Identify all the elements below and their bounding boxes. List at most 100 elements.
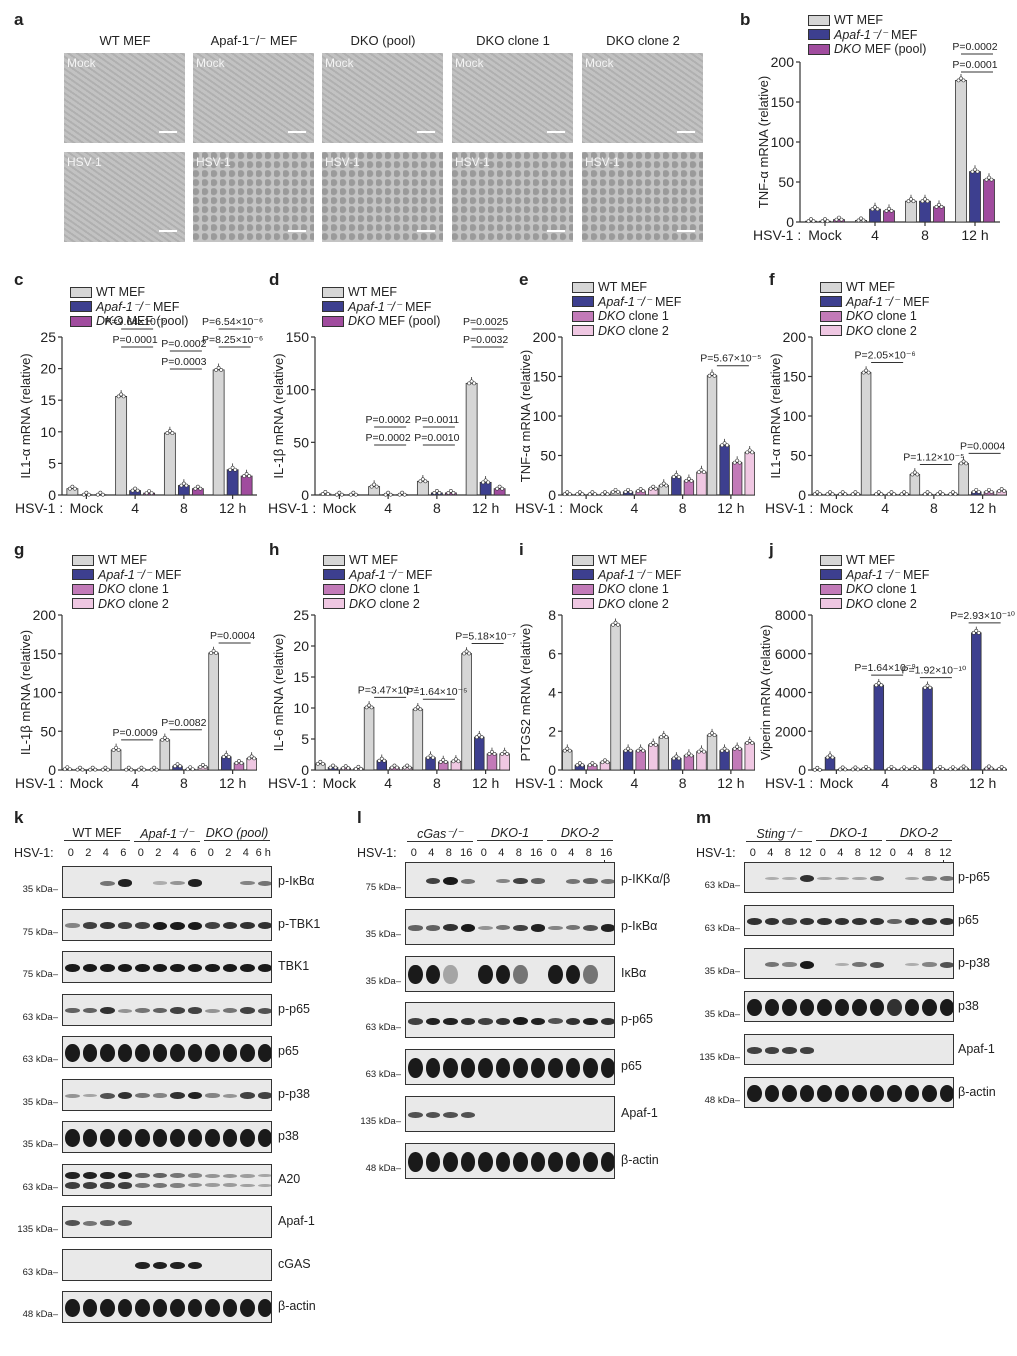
blot-group-header: DKO-2 bbox=[886, 826, 952, 841]
svg-text:12 h: 12 h bbox=[472, 500, 499, 516]
legend-swatch bbox=[72, 598, 94, 610]
legend-swatch bbox=[322, 315, 344, 327]
blot-band bbox=[495, 1151, 510, 1172]
blot-band bbox=[257, 1129, 271, 1147]
blot-band bbox=[117, 879, 132, 887]
blot-band bbox=[583, 1151, 598, 1172]
legend-label: Apaf-1⁻/⁻ MEF bbox=[846, 567, 930, 582]
svg-text:8: 8 bbox=[433, 500, 441, 516]
blot-band bbox=[530, 1151, 545, 1172]
blot-band bbox=[834, 998, 849, 1017]
blot-band bbox=[852, 962, 867, 967]
legend-label: Apaf-1⁻/⁻ MEF bbox=[349, 567, 433, 582]
chart-legend: WT MEF Apaf-1⁻/⁻ MEF DKO clone 1 DKO clone … bbox=[323, 553, 432, 611]
blot-band bbox=[222, 1183, 237, 1188]
svg-text:8: 8 bbox=[930, 775, 938, 791]
blot-band bbox=[425, 1151, 440, 1172]
blot-strip bbox=[62, 1078, 272, 1111]
blot-band bbox=[799, 875, 814, 882]
timepoint-label: 0 bbox=[410, 847, 417, 859]
blot-band bbox=[530, 924, 545, 932]
legend-label: DKO clone 1 bbox=[598, 582, 669, 596]
blot-band bbox=[495, 878, 510, 884]
blot-band bbox=[530, 1058, 545, 1079]
svg-text:12 h: 12 h bbox=[472, 775, 499, 791]
blot-band bbox=[65, 1129, 80, 1147]
panel-letter-b: b bbox=[740, 10, 751, 29]
legend-label: DKO clone 2 bbox=[598, 596, 669, 611]
blot-band bbox=[852, 998, 867, 1017]
blot-band bbox=[565, 925, 580, 931]
molecular-weight-marker: 35 kDa– bbox=[22, 1096, 58, 1108]
legend-swatch bbox=[572, 325, 594, 337]
svg-text:50: 50 bbox=[293, 434, 309, 450]
legend-label: WT MEF bbox=[846, 553, 896, 567]
blot-band bbox=[530, 878, 545, 884]
blot-protein-label: Apaf-1 bbox=[958, 1041, 995, 1056]
legend-label: DKO clone 1 bbox=[349, 582, 420, 596]
blot-band bbox=[478, 925, 493, 930]
legend-label: DKO clone 2 bbox=[98, 596, 169, 611]
blot-protein-label: p-TBK1 bbox=[278, 916, 321, 931]
svg-text:0: 0 bbox=[301, 487, 309, 503]
blot-group-header: Sting⁻/⁻ bbox=[746, 826, 812, 842]
legend-item-wt: WT MEF bbox=[820, 280, 929, 295]
svg-text:HSV-1 :: HSV-1 : bbox=[15, 500, 63, 516]
panel-letter-c: c bbox=[14, 270, 24, 289]
timepoint-label: 8 bbox=[445, 847, 452, 859]
hsv-label: HSV-1: bbox=[357, 846, 397, 860]
svg-text:IL-6 mRNA (relative): IL-6 mRNA (relative) bbox=[271, 634, 286, 752]
blot-band bbox=[408, 1151, 423, 1172]
legend-swatch bbox=[572, 310, 594, 322]
svg-text:50: 50 bbox=[40, 723, 56, 739]
svg-text:4: 4 bbox=[871, 227, 879, 243]
legend-item-dko_c1: DKO clone 1 bbox=[572, 582, 681, 597]
blot-band bbox=[82, 922, 97, 929]
blot-band bbox=[257, 1092, 271, 1099]
svg-text:IL-1β mRNA (relative): IL-1β mRNA (relative) bbox=[18, 630, 33, 755]
svg-text:0: 0 bbox=[548, 762, 556, 778]
blot-band bbox=[408, 1058, 423, 1079]
legend-label: Apaf-1⁻/⁻ MEF bbox=[348, 299, 432, 314]
blot-strip bbox=[62, 993, 272, 1026]
svg-text:P=0.0082: P=0.0082 bbox=[161, 717, 206, 729]
panel-letter-k: k bbox=[14, 808, 24, 827]
blot-band bbox=[117, 1182, 132, 1189]
blot-band bbox=[257, 880, 271, 886]
blot-band bbox=[782, 962, 797, 967]
timepoint-label: 2 bbox=[155, 847, 162, 859]
timepoint-label: 8 bbox=[924, 847, 931, 859]
svg-text:50: 50 bbox=[790, 448, 806, 464]
blot-band bbox=[152, 1182, 167, 1188]
svg-text:15: 15 bbox=[293, 669, 309, 685]
svg-text:8: 8 bbox=[433, 775, 441, 791]
blot-band bbox=[82, 1171, 97, 1180]
svg-text:0: 0 bbox=[798, 487, 806, 503]
legend-label: Apaf-1⁻/⁻ MEF bbox=[846, 294, 930, 309]
blot-band bbox=[817, 876, 832, 881]
blot-band bbox=[565, 1058, 580, 1079]
blot-band bbox=[205, 964, 220, 972]
svg-text:P=0.0001: P=0.0001 bbox=[112, 334, 157, 346]
chart-legend: WT MEF Apaf-1⁻/⁻ MEF DKO clone 1 DKO clone … bbox=[820, 553, 929, 611]
blot-protein-label: p-IKKα/β bbox=[621, 872, 671, 886]
svg-text:P=5.18×10⁻⁷: P=5.18×10⁻⁷ bbox=[455, 630, 516, 642]
micrograph-column-title: DKO clone 1 bbox=[476, 33, 550, 48]
blot-strip bbox=[62, 1121, 272, 1153]
blot-protein-label: p-IκBα bbox=[278, 874, 315, 888]
blot-band bbox=[187, 1044, 202, 1062]
blot-band bbox=[600, 878, 614, 884]
svg-text:HSV-1 :: HSV-1 : bbox=[268, 775, 316, 791]
blot-protein-label: β-actin bbox=[958, 1084, 996, 1099]
svg-text:12 h: 12 h bbox=[219, 500, 246, 516]
scale-bar bbox=[288, 131, 306, 133]
blot-protein-label: β-actin bbox=[621, 1152, 659, 1167]
blot-band bbox=[425, 1058, 440, 1079]
legend-swatch bbox=[70, 286, 92, 298]
blot-band bbox=[799, 1047, 814, 1054]
svg-text:12 h: 12 h bbox=[219, 775, 246, 791]
blot-band bbox=[257, 1044, 271, 1062]
micrograph-condition-label: Mock bbox=[455, 56, 484, 70]
blot-band bbox=[460, 878, 475, 884]
blot-band bbox=[222, 922, 237, 929]
